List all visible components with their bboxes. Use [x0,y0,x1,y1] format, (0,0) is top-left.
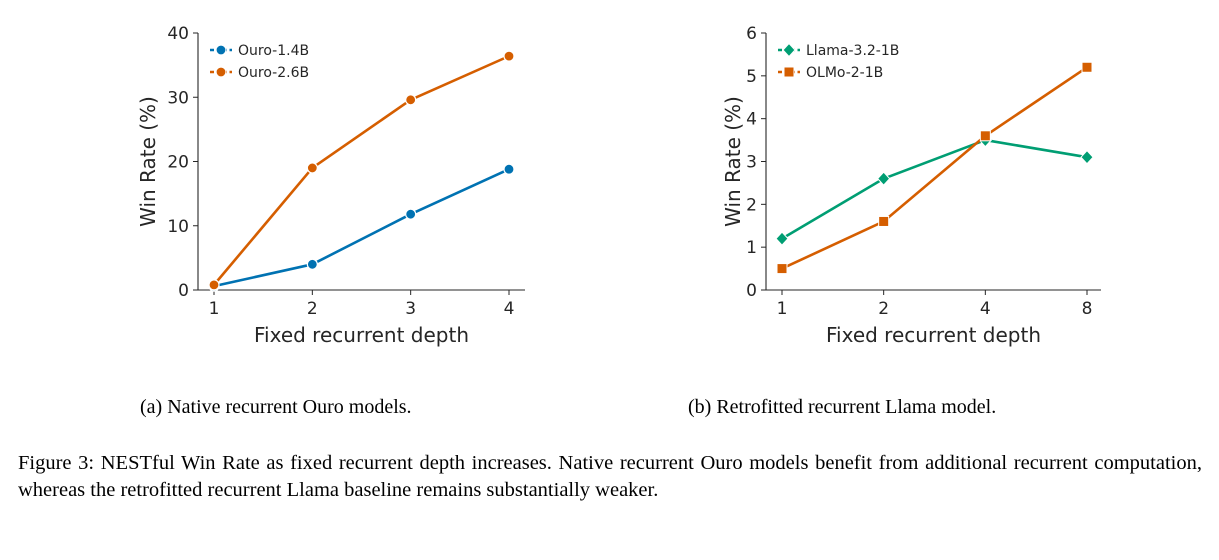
data-point-OLMo-2-1B [878,215,890,227]
x-tick-label: 1 [777,299,788,319]
y-tick-label: 30 [167,88,189,108]
y-tick-label: 1 [746,238,757,258]
y-axis-label: Win Rate (%) [136,96,160,227]
data-point-Llama-3.2-1B [775,231,789,246]
series-line-Ouro-1.4B [213,168,510,288]
legend-marker-Ouro-2.6B [215,66,227,78]
data-point-OLMo-2-1B [979,130,991,142]
y-tick-label: 6 [746,24,757,44]
legend-marker-Ouro-1.4B [215,44,227,56]
data-point-Ouro-2.6B [208,279,220,291]
y-tick-label: 0 [746,281,757,301]
series-line-Llama-3.2-1B [781,138,1088,240]
x-tick-label: 2 [878,299,889,319]
x-tick-label: 4 [504,299,515,319]
legend-label: Ouro-2.6B [238,65,309,81]
y-tick-label: 40 [167,24,189,44]
data-point-Ouro-2.6B [503,50,515,62]
data-point-Llama-3.2-1B [1080,149,1094,165]
data-point-Ouro-1.4B [306,258,318,270]
y-tick-label: 4 [746,110,757,130]
x-tick-label: 1 [209,299,220,319]
series-line-OLMo-2-1B [781,66,1088,270]
subcaption-a: (a) Native recurrent Ouro models. [140,396,412,418]
y-tick-label: 10 [167,217,189,237]
y-tick-label: 3 [746,153,757,173]
legend-marker-Llama-3.2-1B [782,42,796,58]
y-tick-label: 2 [746,195,757,215]
x-tick-label: 2 [307,299,318,319]
subcaption-b: (b) Retrofitted recurrent Llama model. [688,396,997,418]
y-tick-label: 0 [178,281,189,301]
legend-label: Llama-3.2-1B [806,43,899,59]
y-tick-label: 5 [746,67,757,87]
y-tick-label: 20 [167,153,189,173]
data-point-Llama-3.2-1B [876,171,891,186]
series-line-Ouro-2.6B [213,54,510,286]
figure-caption: Figure 3: NESTful Win Rate as fixed recu… [18,452,1202,501]
data-point-Ouro-2.6B [306,162,318,174]
y-axis-label: Win Rate (%) [721,96,745,227]
x-tick-label: 3 [405,299,416,319]
legend-label: OLMo-2-1B [806,65,883,81]
chart-a: 0 10 20 30 40 1 2 3 4 Fixed recurrent depth Win Ra… [136,24,525,347]
data-point-Ouro-2.6B [405,94,417,106]
legend-label: Ouro-1.4B [238,43,309,59]
x-tick-label: 8 [1082,299,1093,319]
data-point-OLMo-2-1B [1081,61,1093,73]
data-point-Ouro-1.4B [405,208,417,220]
x-axis-label: Fixed recurrent depth [826,323,1041,347]
data-point-OLMo-2-1B [776,263,788,275]
data-point-Ouro-1.4B [503,163,515,175]
x-tick-label: 4 [980,299,991,319]
legend-marker-OLMo-2-1B [783,66,795,78]
x-axis-label: Fixed recurrent depth [254,323,469,347]
